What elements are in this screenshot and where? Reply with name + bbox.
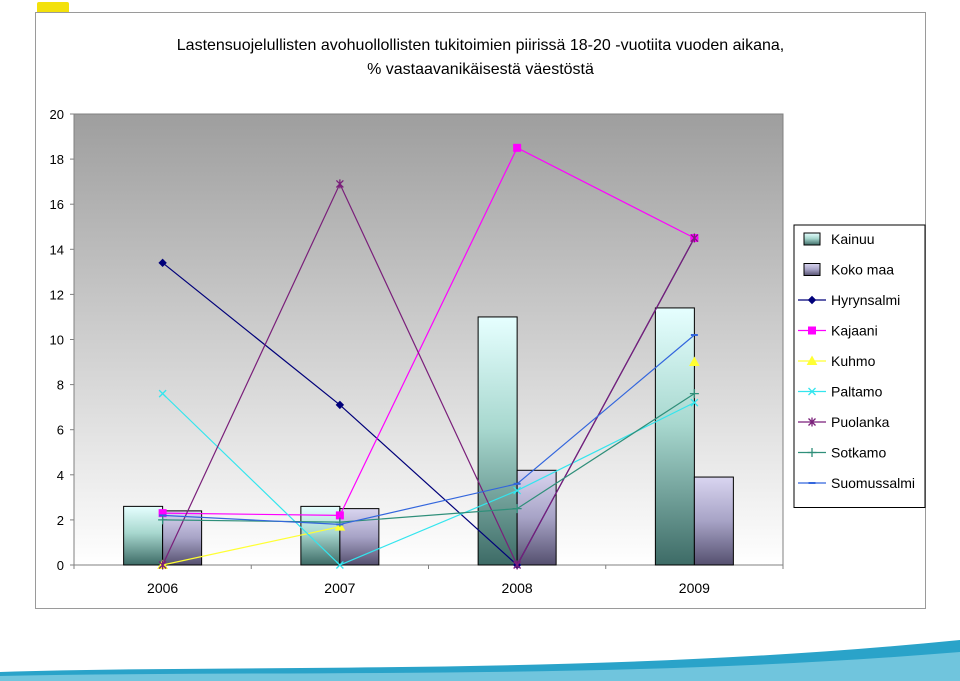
- bar-kainuu: [123, 505, 164, 566]
- x-tick-label: 2007: [324, 580, 355, 596]
- chart-title-line-2: % vastaavanikäisestä väestöstä: [367, 61, 594, 78]
- legend-marker: [808, 326, 816, 335]
- legend-label: Suomussalmi: [831, 475, 915, 491]
- line-kajaani: [162, 147, 695, 516]
- y-tick-label: 16: [50, 197, 64, 212]
- legend-swatch-koko-maa: [803, 263, 821, 276]
- point-paltamo: [158, 389, 167, 398]
- y-tick-label: 18: [50, 152, 64, 167]
- legend-swatch-puolanka: [798, 417, 826, 427]
- point-kajaani: [513, 143, 522, 152]
- bar-koko-maa: [693, 476, 734, 566]
- legend-swatch-kainuu: [803, 232, 821, 246]
- y-tick-label: 14: [50, 242, 64, 257]
- legend-label: Hyrynsalmi: [831, 292, 900, 308]
- legend-label: Kajaani: [831, 323, 878, 339]
- y-tick-label: 6: [57, 423, 64, 438]
- point-paltamo: [690, 398, 699, 407]
- series-puolanka: [158, 179, 699, 570]
- legend-label: Sotkamo: [831, 445, 886, 461]
- legend-swatch-kajaani: [798, 326, 826, 335]
- line-sotkamo: [162, 393, 695, 523]
- point-puolanka: [158, 560, 167, 570]
- y-tick-label: 0: [57, 558, 64, 573]
- point-kuhmo: [689, 356, 700, 367]
- line-puolanka: [162, 182, 695, 567]
- legend-marker: [807, 295, 817, 305]
- point-puolanka: [690, 233, 699, 243]
- legend-label: Kuhmo: [831, 353, 876, 369]
- x-tick-label: 2009: [679, 580, 710, 596]
- legend-label: Kainuu: [831, 231, 875, 247]
- bar-koko-maa: [339, 508, 380, 566]
- line-suomussalmi: [162, 334, 695, 526]
- y-tick-label: 8: [57, 378, 64, 393]
- legend-swatch-sotkamo: [798, 448, 826, 457]
- point-paltamo: [513, 486, 522, 495]
- legend-label: Puolanka: [831, 414, 890, 430]
- point-hyrynsalmi: [335, 400, 345, 410]
- y-tick-label: 4: [57, 468, 64, 483]
- point-paltamo: [335, 561, 344, 569]
- point-sotkamo: [158, 515, 168, 525]
- legend-marker: [807, 448, 817, 457]
- point-sotkamo: [512, 504, 522, 514]
- y-tick-label: 20: [50, 107, 64, 122]
- bar-koko-maa: [516, 469, 557, 566]
- legend-marker: [808, 387, 816, 396]
- y-tick-label: 2: [57, 513, 64, 528]
- legend-marker: [808, 417, 816, 427]
- series-paltamo: [158, 389, 699, 569]
- series-suomussalmi: [159, 333, 698, 526]
- line-kuhmo: [162, 526, 341, 566]
- legend-label: Paltamo: [831, 384, 883, 400]
- point-puolanka: [335, 179, 344, 189]
- point-sotkamo: [689, 389, 699, 399]
- point-hyrynsalmi: [158, 258, 167, 268]
- series-kuhmo: [157, 356, 700, 569]
- x-tick-label: 2008: [502, 580, 533, 596]
- legend-marker: [806, 355, 818, 365]
- line-paltamo: [162, 393, 695, 566]
- legend-label: Koko maa: [831, 262, 894, 278]
- y-tick-label: 10: [50, 333, 64, 348]
- chart-title-line-1: Lastensuojelullisten avohuollollisten tu…: [176, 37, 785, 54]
- legend-swatch-paltamo: [798, 387, 826, 396]
- x-tick-label: 2006: [147, 580, 178, 596]
- legend-swatch-kuhmo: [798, 355, 826, 365]
- point-puolanka: [513, 560, 522, 570]
- y-tick-label: 12: [50, 287, 64, 302]
- legend-swatch-hyrynsalmi: [798, 295, 826, 305]
